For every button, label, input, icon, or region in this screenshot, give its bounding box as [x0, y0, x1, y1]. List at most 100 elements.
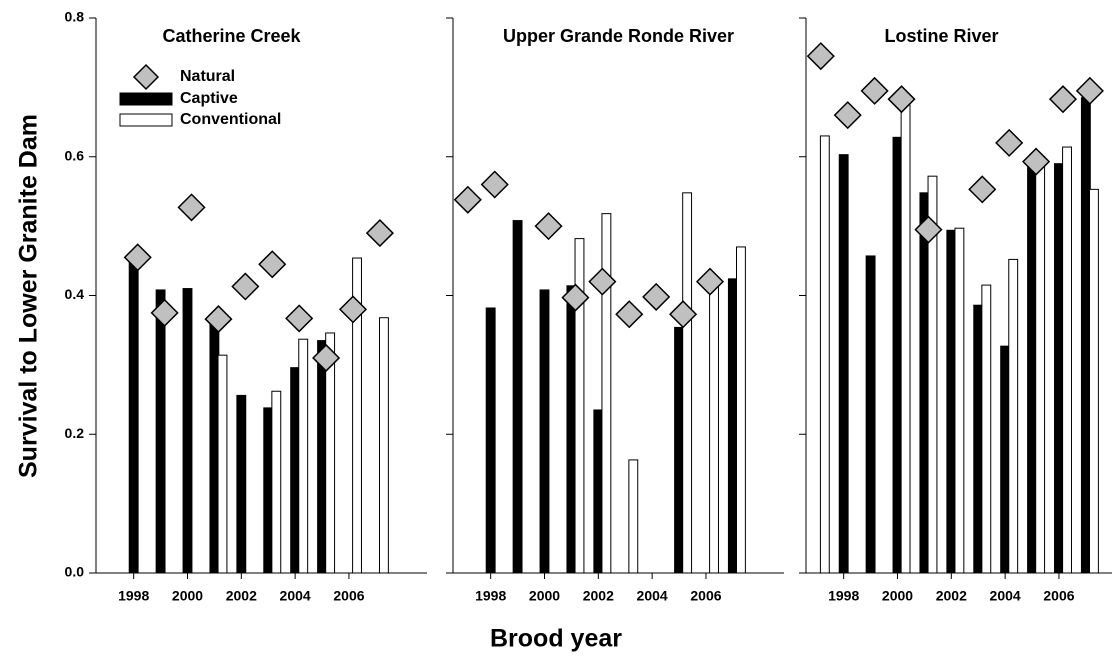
diamond-marker — [615, 300, 644, 329]
bar — [1008, 258, 1019, 574]
bar — [325, 332, 336, 574]
bar — [539, 289, 550, 574]
bar — [838, 154, 849, 574]
diamond-marker — [312, 343, 341, 372]
bar — [1054, 163, 1064, 574]
x-tick-label: 2000 — [172, 588, 203, 604]
x-tick-label: 2000 — [882, 588, 913, 604]
bar — [566, 285, 577, 574]
bar — [128, 253, 139, 574]
bar — [892, 136, 903, 574]
legend-swatch — [119, 113, 173, 127]
bar — [682, 192, 693, 574]
panel-title: Lostine River — [884, 26, 998, 46]
diamond-marker — [995, 128, 1024, 157]
diamond-marker — [860, 76, 889, 105]
bar — [512, 220, 523, 574]
diamond-marker — [231, 272, 260, 301]
y-tick-label: 0.0 — [65, 564, 85, 580]
diamond-marker — [1022, 147, 1051, 176]
y-tick-label: 0.6 — [65, 147, 85, 163]
diamond-marker — [123, 243, 152, 272]
diamond-marker — [887, 85, 916, 114]
x-tick-label: 2006 — [690, 588, 721, 604]
bar — [352, 257, 362, 574]
bar — [485, 307, 496, 574]
bar — [727, 278, 738, 574]
bar — [1089, 188, 1099, 574]
x-tick-label: 2004 — [990, 588, 1021, 604]
bar — [709, 285, 719, 574]
legend-label: Conventional — [180, 111, 281, 128]
panel-title: Upper Grande Ronde River — [503, 26, 734, 46]
bar — [1035, 156, 1046, 574]
bar — [209, 322, 220, 574]
bar — [182, 288, 193, 574]
diamond-marker — [150, 298, 179, 327]
panel-title: Catherine Creek — [162, 26, 301, 46]
x-tick-label: 1998 — [828, 588, 859, 604]
bar — [1062, 146, 1072, 574]
diamond-marker — [806, 42, 835, 71]
diamond-marker — [177, 193, 206, 222]
x-axis-label: Brood year — [490, 625, 622, 653]
bar — [819, 135, 830, 574]
x-tick-label: 2006 — [1043, 588, 1074, 604]
bar — [317, 340, 327, 574]
x-tick-label: 1998 — [118, 588, 149, 604]
bar — [217, 354, 228, 574]
diamond-marker — [833, 101, 862, 130]
x-tick-label: 2002 — [936, 588, 967, 604]
bar — [290, 367, 301, 574]
diamond-marker — [914, 215, 943, 244]
legend-marker — [132, 63, 160, 91]
x-tick-label: 2000 — [529, 588, 560, 604]
bar — [593, 409, 604, 574]
legend-swatch — [119, 92, 173, 106]
bar — [236, 394, 247, 574]
bar — [736, 246, 746, 574]
y-tick-label: 0.2 — [65, 425, 85, 441]
legend-label: Natural — [180, 68, 235, 85]
diamond-marker — [642, 282, 671, 311]
bar — [1080, 97, 1091, 574]
bar — [946, 229, 957, 574]
diamond-marker — [365, 219, 394, 248]
diamond-marker — [588, 267, 617, 296]
bar — [263, 407, 274, 574]
bar — [954, 227, 965, 574]
x-tick-label: 2004 — [637, 588, 668, 604]
bar — [155, 289, 166, 574]
x-tick-label: 2004 — [280, 588, 311, 604]
x-tick-label: 2002 — [226, 588, 257, 604]
x-tick-label: 2006 — [333, 588, 364, 604]
diamond-marker — [338, 295, 368, 324]
y-tick-label: 0.8 — [65, 9, 85, 25]
diamond-marker — [258, 250, 287, 279]
legend-label: Captive — [180, 90, 238, 107]
diamond-marker — [695, 267, 725, 296]
bar — [900, 102, 911, 574]
diamond-marker — [534, 212, 563, 241]
bar — [973, 304, 984, 574]
bar — [574, 238, 585, 574]
bar — [865, 255, 876, 574]
bar — [379, 317, 389, 574]
diamond-marker — [669, 300, 698, 329]
x-tick-label: 2002 — [583, 588, 614, 604]
bar — [1027, 158, 1037, 574]
bar — [628, 459, 639, 574]
diamond-marker — [285, 304, 314, 333]
bar — [298, 338, 309, 574]
y-tick-label: 0.4 — [65, 286, 85, 302]
bar — [981, 284, 992, 574]
bar — [674, 326, 684, 574]
bar — [919, 192, 930, 574]
diamond-marker — [480, 170, 509, 199]
diamond-marker — [1075, 76, 1104, 105]
y-axis-label: Survival to Lower Granite Dam — [15, 114, 43, 478]
bar — [271, 390, 282, 574]
diamond-marker — [968, 175, 997, 204]
bar — [601, 213, 612, 574]
